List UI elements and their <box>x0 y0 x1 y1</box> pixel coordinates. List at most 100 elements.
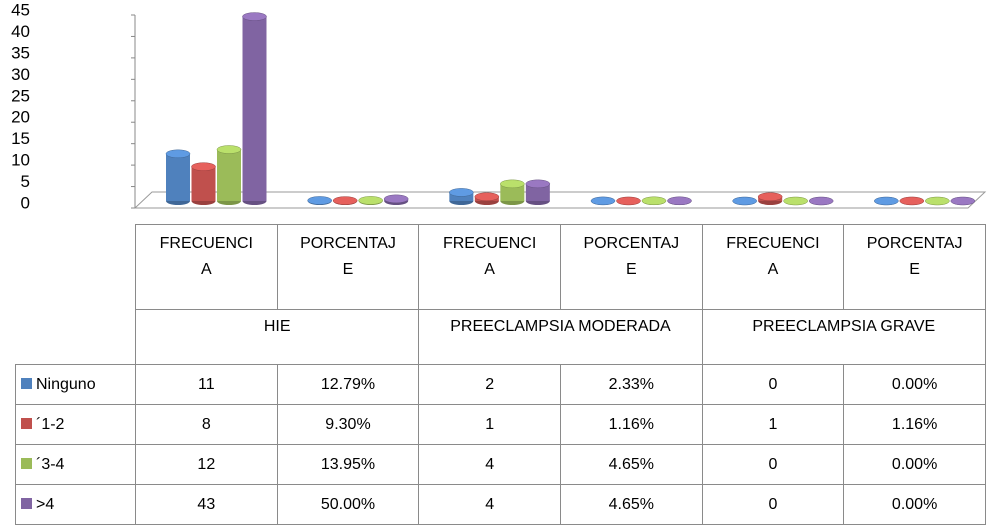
group-label: HIE <box>162 314 392 340</box>
legend-swatch <box>21 458 32 469</box>
value-cell: 13.95% <box>277 445 419 485</box>
bar <box>308 196 332 205</box>
bar <box>449 188 473 205</box>
bar-top <box>733 197 757 205</box>
bar-top <box>617 197 641 205</box>
bar-top <box>591 197 615 205</box>
bar-top <box>900 197 924 205</box>
bar <box>784 197 808 205</box>
category-row: FRECUENCIA PORCENTAJE FRECUENCIA PORCENTAJE… <box>16 225 986 310</box>
value-cell: 12.79% <box>277 365 419 405</box>
value-cell: 1 <box>702 405 844 445</box>
bar <box>668 197 692 205</box>
value-cell: 8 <box>136 405 278 445</box>
bar-top <box>668 197 692 205</box>
bar <box>809 197 833 205</box>
bar <box>925 197 949 205</box>
bar <box>217 146 241 205</box>
bar-top <box>475 193 499 201</box>
blank-cell <box>16 225 136 310</box>
bar-top <box>758 193 782 201</box>
bar-body <box>166 154 190 201</box>
value-cell: 50.00% <box>277 485 419 525</box>
legend-label: Ninguno <box>36 376 96 393</box>
legend-swatch <box>21 418 32 429</box>
bar-top <box>243 13 267 21</box>
value-cell: 0 <box>702 445 844 485</box>
value-cell: 0.00% <box>844 485 986 525</box>
bar-top <box>359 196 383 204</box>
legend-cell: >4 <box>16 485 136 525</box>
category-cell: PORCENTAJE <box>277 225 419 310</box>
category-label: PORCENTAJE <box>300 231 396 283</box>
bar <box>733 197 757 205</box>
bar-top <box>874 197 898 205</box>
bar <box>758 193 782 205</box>
bar-top <box>333 197 357 205</box>
group-label: PREECLAMPSIA MODERADA <box>445 314 675 340</box>
category-cell: FRECUENCIA <box>136 225 278 310</box>
group-row: HIE PREECLAMPSIA MODERADA PREECLAMPSIA GRA… <box>16 310 986 365</box>
bar <box>333 197 357 205</box>
value-cell: 2 <box>419 365 561 405</box>
value-cell: 2.33% <box>560 365 702 405</box>
legend-cell: ´3-4 <box>16 445 136 485</box>
bar <box>642 197 666 205</box>
bar-top <box>217 146 241 154</box>
value-cell: 4.65% <box>560 445 702 485</box>
bar <box>475 193 499 205</box>
bar <box>166 150 190 205</box>
bar <box>192 163 216 205</box>
y-tick-label: 5 <box>21 172 30 191</box>
legend-label: ´1-2 <box>36 416 64 433</box>
value-cell: 1 <box>419 405 561 445</box>
group-cell: HIE <box>136 310 419 365</box>
category-label: PORCENTAJE <box>583 231 679 283</box>
value-cell: 0.00% <box>844 365 986 405</box>
bar-body <box>217 150 241 201</box>
legend-label: ´3-4 <box>36 456 64 473</box>
bar <box>951 197 975 205</box>
y-tick-label: 40 <box>11 22 30 41</box>
group-label: PREECLAMPSIA GRAVE <box>729 314 959 340</box>
category-cell: PORCENTAJE <box>844 225 986 310</box>
value-cell: 11 <box>136 365 278 405</box>
bar-body <box>243 17 267 201</box>
data-table: FRECUENCIA PORCENTAJE FRECUENCIA PORCENTAJE… <box>15 224 986 525</box>
y-tick-label: 10 <box>11 151 30 170</box>
category-label: FRECUENCIA <box>442 231 538 283</box>
blank-cell <box>16 310 136 365</box>
bar <box>617 197 641 205</box>
y-tick-label: 15 <box>11 129 30 148</box>
value-cell: 0 <box>702 365 844 405</box>
bar-top <box>642 197 666 205</box>
legend-swatch <box>21 378 32 389</box>
bar <box>526 180 550 205</box>
category-cell: FRECUENCIA <box>702 225 844 310</box>
bar-top <box>449 188 473 196</box>
y-tick-label: 35 <box>11 43 30 62</box>
bar-top <box>384 195 408 203</box>
value-cell: 43 <box>136 485 278 525</box>
category-cell: FRECUENCIA <box>419 225 561 310</box>
y-tick-label: 30 <box>11 65 30 84</box>
bar <box>874 197 898 205</box>
bar-top <box>951 197 975 205</box>
y-tick-label: 0 <box>21 193 30 212</box>
bar <box>591 197 615 205</box>
bar-top <box>166 150 190 158</box>
value-cell: 4 <box>419 485 561 525</box>
category-label: FRECUENCIA <box>725 231 821 283</box>
legend-label: >4 <box>36 496 54 513</box>
value-cell: 1.16% <box>844 405 986 445</box>
legend-cell: ´1-2 <box>16 405 136 445</box>
category-cell: PORCENTAJE <box>560 225 702 310</box>
legend-swatch <box>21 498 32 509</box>
bar-top <box>526 180 550 188</box>
bar-top <box>308 196 332 204</box>
